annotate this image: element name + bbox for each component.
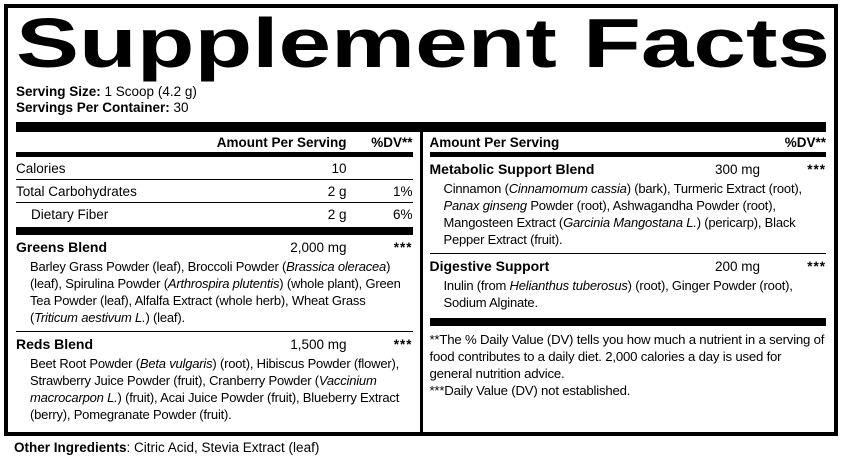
- nutrient-row-calories: Calories 10: [16, 157, 413, 179]
- footnotes: **The % Daily Value (DV) tells you how m…: [430, 326, 827, 399]
- nutrient-amount: 10: [331, 161, 347, 176]
- facts-column-right: Amount Per Serving %DV** Metabolic Suppo…: [423, 132, 827, 432]
- nutrient-name: Dietary Fiber: [31, 207, 109, 222]
- blend-amount: 2,000 mg: [290, 240, 347, 255]
- blend-row-metabolic: Metabolic Support Blend 300 mg ***: [430, 157, 827, 180]
- left-header-dv: %DV**: [371, 135, 413, 150]
- blend-name: Reds Blend: [16, 336, 94, 352]
- servings-per-container-line: Servings Per Container: 30: [16, 100, 826, 116]
- blend-name: Metabolic Support Blend: [429, 161, 595, 177]
- right-header-row: Amount Per Serving %DV**: [430, 132, 827, 152]
- footnote-not-established: ***Daily Value (DV) not established.: [429, 383, 631, 398]
- other-ingredients-label: Other Ingredients: [14, 440, 127, 455]
- panel-title-text: Supplement Facts: [16, 10, 826, 82]
- blend-ingredients-digestive: Inulin (from Helianthus tuberosus) (root…: [443, 278, 793, 310]
- nutrient-row-carbohydrates: Total Carbohydrates 2 g 1%: [16, 180, 413, 202]
- row-divider: [16, 179, 413, 180]
- nutrient-dv: 1%: [392, 184, 413, 199]
- column-divider: [419, 132, 423, 432]
- other-ingredients-value: : Citric Acid, Stevia Extract (leaf): [126, 440, 320, 455]
- blend-row-greens: Greens Blend 2,000 mg ***: [16, 235, 413, 258]
- blend-dv: ***: [807, 259, 826, 274]
- blend-amount: 300 mg: [714, 162, 760, 177]
- top-thick-rule: [16, 122, 826, 132]
- nutrient-dv: 6%: [392, 207, 413, 222]
- serving-size-label: Serving Size:: [16, 84, 101, 99]
- right-header-rule: [429, 152, 826, 157]
- blend-row-reds: Reds Blend 1,500 mg ***: [16, 332, 413, 355]
- left-header-amount: Amount Per Serving: [216, 135, 347, 150]
- row-divider: [16, 331, 413, 332]
- row-divider: [429, 253, 826, 254]
- serving-size-value: 1 Scoop (4.2 g): [100, 84, 197, 99]
- blend-ingredients-metabolic: Cinnamon (Cinnamomum cassia) (bark), Tur…: [443, 181, 803, 247]
- panel-title: Supplement Facts: [16, 10, 826, 84]
- right-header-amount: Amount Per Serving: [429, 135, 560, 150]
- nutrient-name: Total Carbohydrates: [16, 184, 137, 199]
- blend-dv: ***: [393, 240, 413, 255]
- blend-amount: 1,500 mg: [290, 337, 347, 352]
- blend-ingredients-greens: Barley Grass Powder (leaf), Broccoli Pow…: [30, 259, 401, 325]
- section-thick-rule: [16, 227, 413, 235]
- nutrient-row-dietary-fiber: Dietary Fiber 2 g 6%: [16, 203, 413, 225]
- serving-size-line: Serving Size: 1 Scoop (4.2 g): [16, 84, 826, 100]
- supplement-facts-panel: Supplement Facts Serving Size: 1 Scoop (…: [4, 4, 838, 436]
- nutrient-name: Calories: [16, 161, 66, 176]
- blend-name: Digestive Support: [429, 258, 550, 274]
- nutrient-amount: 2 g: [327, 207, 347, 222]
- blend-dv: ***: [807, 162, 826, 177]
- right-header-dv: %DV**: [784, 135, 826, 150]
- blend-row-digestive: Digestive Support 200 mg ***: [430, 254, 827, 277]
- facts-column-left: Amount Per Serving %DV** Calories 10 Tot…: [16, 132, 420, 432]
- servings-per-container-value: 30: [169, 100, 189, 115]
- facts-columns: Amount Per Serving %DV** Calories 10 Tot…: [16, 132, 826, 432]
- blend-name: Greens Blend: [16, 239, 108, 255]
- blend-amount: 200 mg: [714, 259, 760, 274]
- left-header-row: Amount Per Serving %DV**: [16, 132, 413, 152]
- blend-ingredients-reds: Beet Root Powder (Beta vulgaris) (root),…: [30, 356, 400, 422]
- servings-per-container-label: Servings Per Container:: [16, 100, 170, 115]
- blend-dv: ***: [393, 337, 413, 352]
- nutrient-amount: 2 g: [327, 184, 347, 199]
- other-ingredients-line: Other Ingredients: Citric Acid, Stevia E…: [14, 440, 319, 455]
- left-header-rule: [16, 152, 413, 157]
- footnote-thick-rule: [429, 318, 826, 326]
- footnote-daily-value: **The % Daily Value (DV) tells you how m…: [429, 332, 825, 381]
- row-divider: [16, 202, 413, 203]
